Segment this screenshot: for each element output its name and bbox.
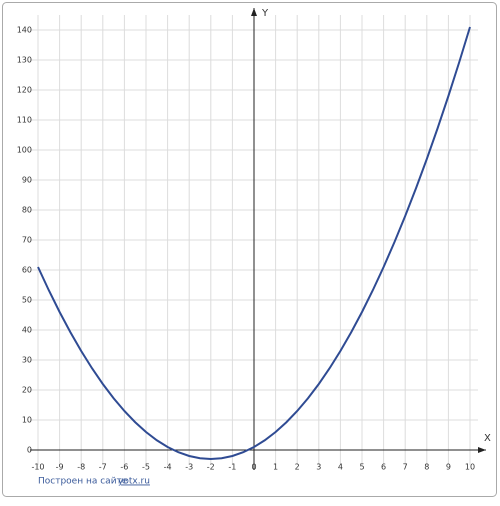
x-tick-label: -8 <box>77 463 85 472</box>
x-tick-label: -9 <box>56 463 64 472</box>
x-tick-label: 0 <box>251 463 256 472</box>
frame <box>2 2 497 497</box>
y-tick-label: 70 <box>22 236 32 245</box>
y-tick-label: 110 <box>17 116 32 125</box>
y-tick-label: 140 <box>17 26 32 35</box>
x-tick-label: 2 <box>295 463 300 472</box>
y-tick-label: 100 <box>17 146 32 155</box>
x-tick-label: 1 <box>273 463 278 472</box>
y-tick-label: 10 <box>22 416 32 425</box>
y-tick-label: 90 <box>22 176 32 185</box>
y-tick-label: 120 <box>17 86 32 95</box>
x-tick-label: -1 <box>228 463 236 472</box>
y-tick-label: 50 <box>22 296 32 305</box>
x-tick-label: -3 <box>185 463 193 472</box>
y-tick-label: 130 <box>17 56 32 65</box>
y-tick-label: 60 <box>22 266 32 275</box>
x-tick-label: 5 <box>359 463 364 472</box>
x-tick-label: 6 <box>381 463 386 472</box>
x-tick-label: 4 <box>338 463 343 472</box>
x-tick-label: 9 <box>446 463 451 472</box>
x-tick-label: -5 <box>142 463 150 472</box>
x-tick-label: -10 <box>31 463 44 472</box>
y-axis-label: Y <box>261 8 269 19</box>
y-arrow <box>251 8 257 16</box>
x-tick-label: 3 <box>316 463 321 472</box>
y-tick-label: 30 <box>22 356 32 365</box>
footer-text: Построен на сайте <box>38 477 128 487</box>
x-tick-label: 7 <box>403 463 408 472</box>
y-tick-label: 80 <box>22 206 32 215</box>
x-tick-label: -7 <box>99 463 107 472</box>
x-arrow <box>478 447 486 453</box>
y-tick-label: 40 <box>22 326 32 335</box>
x-tick-label: 10 <box>465 463 475 472</box>
x-axis-label: X <box>484 433 491 444</box>
curve <box>37 26 471 461</box>
x-tick-label: -6 <box>120 463 128 472</box>
footer-link[interactable]: yotx.ru <box>118 477 150 487</box>
x-tick-label: -4 <box>164 463 172 472</box>
y-tick-label: 20 <box>22 386 32 395</box>
y-tick-label: 0 <box>27 446 32 455</box>
x-tick-label: 8 <box>424 463 429 472</box>
x-tick-label: -2 <box>207 463 215 472</box>
